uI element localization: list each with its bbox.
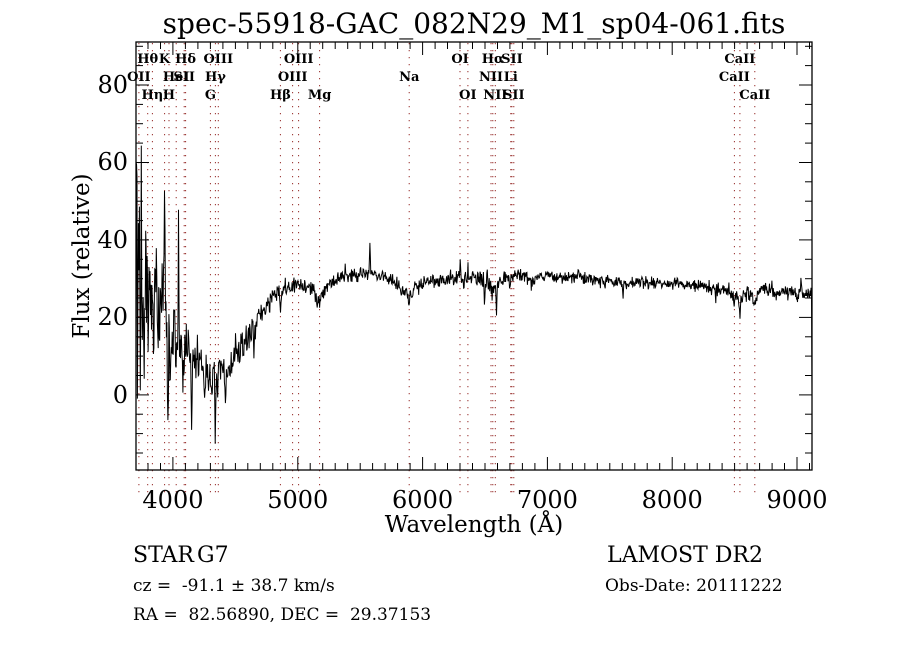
x-tick-label: 7000 [516, 486, 578, 514]
survey-label: LAMOST DR2 [607, 543, 763, 568]
y-axis-title: Flux (relative) [69, 173, 95, 339]
x-axis-title: Wavelength (Å) [384, 512, 564, 538]
spectral-line-label: Mg [307, 88, 332, 103]
spectral-line-label: Hδ [175, 52, 197, 67]
spectral-line-label: Hη [141, 88, 164, 103]
y-tick-label: 40 [97, 225, 128, 254]
cz-value-label: cz = -91.1 ± 38.7 km/s [133, 576, 335, 596]
spectral-line-label: Hβ [269, 88, 291, 103]
spectral-line-label: SII [501, 52, 523, 67]
spectral-line-label: HeI [162, 70, 190, 85]
spectral-line-label: K [158, 52, 171, 67]
spectral-line-label: Li [503, 70, 518, 85]
spectral-line-label: Hθ [137, 52, 159, 67]
spectral-line-label: OII [127, 70, 151, 85]
spectrum-trace [135, 145, 813, 444]
spectral-line-label: SII [503, 88, 525, 103]
plot-frame [135, 41, 813, 471]
spectral-line-label: OIII [277, 70, 308, 85]
spectral-line-label: NII [483, 88, 508, 103]
spectral-line-label: G [204, 88, 216, 103]
y-tick-label: 80 [97, 70, 128, 99]
ra-dec-label: RA = 82.56890, DEC = 29.37153 [133, 605, 432, 625]
spectral-line-label: OI [459, 88, 477, 103]
y-tick-label: 60 [97, 148, 128, 177]
spectral-line-label: H [162, 88, 176, 103]
x-tick-label: 4000 [142, 486, 204, 514]
spectral-line-label: CaII [718, 70, 750, 85]
spectral-line-label: Na [399, 70, 420, 85]
object-class-label: STAR [133, 543, 194, 568]
x-tick-label: 6000 [392, 486, 454, 514]
spectral-line-label: SII [173, 70, 195, 85]
x-tick-label: 9000 [766, 486, 828, 514]
spectral-line-label: Hγ [204, 70, 226, 85]
spectral-line-label: CaII [724, 52, 756, 67]
spectral-line-label: Hα [481, 52, 504, 67]
x-tick-label: 5000 [267, 486, 329, 514]
spectral-line-label: OIII [283, 52, 314, 67]
x-tick-label: 8000 [641, 486, 703, 514]
spectral-line-label: OI [451, 52, 469, 67]
spectral-line-label: NII [478, 70, 503, 85]
spectral-line-label: CaII [739, 88, 771, 103]
obs-date-label: Obs-Date: 20111222 [605, 576, 783, 596]
y-tick-label: 20 [97, 303, 128, 332]
y-tick-label: 0 [112, 380, 128, 409]
spectral-line-label: OIII [203, 52, 234, 67]
object-subclass-label: G7 [197, 543, 229, 568]
plot-title: spec-55918-GAC_082N29_M1_sp04-061.fits [162, 7, 786, 40]
